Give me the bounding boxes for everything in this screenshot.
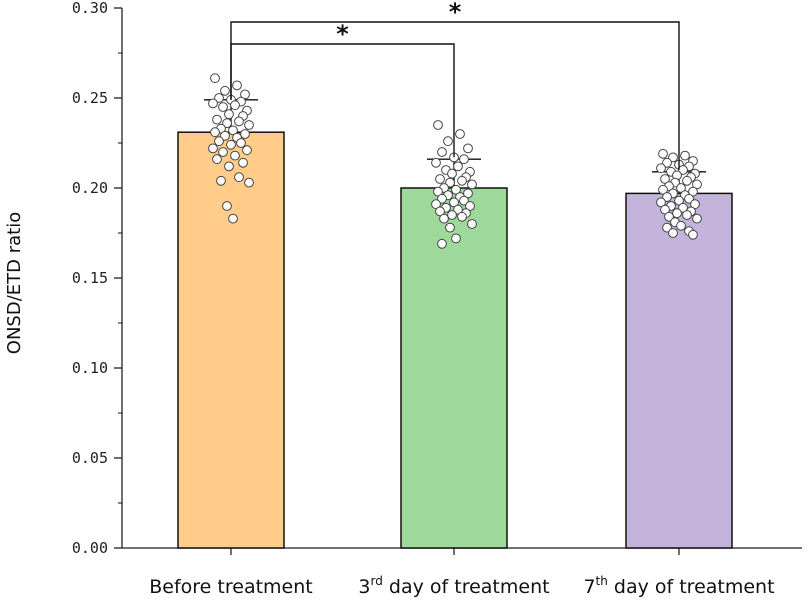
data-point xyxy=(214,136,224,147)
data-point xyxy=(242,145,252,156)
data-point xyxy=(439,213,449,224)
data-point xyxy=(230,150,240,161)
data-point xyxy=(220,130,230,141)
data-points-group xyxy=(208,73,702,249)
y-tick-label: 0.10 xyxy=(72,359,108,377)
data-point xyxy=(668,152,678,163)
y-axis-label: ONSD/ETD ratio xyxy=(4,212,25,354)
data-point xyxy=(218,147,228,157)
data-point xyxy=(228,213,238,224)
bar xyxy=(177,131,285,549)
y-tick-label: 0.20 xyxy=(72,179,108,197)
data-point xyxy=(445,222,455,233)
data-point xyxy=(437,238,447,249)
data-point xyxy=(232,80,242,91)
significance-star: * xyxy=(336,20,349,48)
data-point xyxy=(208,143,218,154)
data-point xyxy=(236,138,246,148)
data-point xyxy=(684,193,694,204)
data-point xyxy=(224,161,234,172)
data-point xyxy=(220,85,230,96)
data-point xyxy=(443,136,453,147)
bar xyxy=(625,192,733,549)
data-point xyxy=(688,229,698,240)
data-point xyxy=(234,172,244,183)
data-point xyxy=(445,177,455,188)
x-axis: Before treatment 3rd day of treatment 7th … xyxy=(122,547,802,598)
data-point xyxy=(210,127,220,138)
data-point xyxy=(656,163,666,174)
data-point xyxy=(680,150,690,161)
data-point xyxy=(437,147,447,157)
data-point xyxy=(453,161,463,172)
data-point xyxy=(216,175,226,186)
y-tick-label: 0.30 xyxy=(72,0,108,17)
data-point xyxy=(451,233,461,244)
data-point xyxy=(238,157,248,168)
significance-star: * xyxy=(449,0,462,26)
data-point xyxy=(668,228,678,238)
data-point xyxy=(222,118,232,129)
data-point xyxy=(222,201,232,211)
data-point xyxy=(214,93,224,103)
data-point xyxy=(672,208,682,219)
data-point xyxy=(230,100,240,111)
data-point xyxy=(431,157,441,168)
x-tick-label: 7th day of treatment xyxy=(583,574,774,598)
y-tick-label: 0.15 xyxy=(72,269,108,287)
data-point xyxy=(692,213,702,224)
data-point xyxy=(662,157,672,168)
significance-brackets: ** xyxy=(230,0,680,170)
y-tick-label: 0.05 xyxy=(72,449,108,467)
data-point xyxy=(212,114,222,125)
bars-group xyxy=(177,131,733,549)
data-point xyxy=(662,192,672,202)
data-point xyxy=(664,211,674,222)
data-point xyxy=(234,116,244,127)
data-point xyxy=(433,120,443,130)
data-point xyxy=(459,195,469,206)
data-point xyxy=(455,129,465,139)
y-axis: 0.00 0.05 0.10 0.15 0.20 0.25 0.30 xyxy=(72,0,123,557)
data-point xyxy=(447,168,457,179)
data-point xyxy=(682,210,692,220)
data-point xyxy=(437,193,447,204)
data-point xyxy=(212,154,222,165)
data-point xyxy=(467,219,477,229)
data-point xyxy=(678,165,688,175)
data-point xyxy=(658,148,668,159)
data-point xyxy=(447,210,457,220)
data-point xyxy=(682,175,692,186)
data-point xyxy=(244,177,254,188)
data-point xyxy=(218,102,228,112)
y-tick-label: 0.25 xyxy=(72,89,108,107)
data-point xyxy=(435,174,445,184)
data-point xyxy=(224,109,234,120)
y-tick-label: 0.00 xyxy=(72,539,108,557)
significance-bracket xyxy=(230,21,680,170)
x-tick-label: Before treatment xyxy=(149,576,312,598)
data-point xyxy=(244,120,254,130)
data-point xyxy=(457,211,467,222)
data-point xyxy=(208,98,218,109)
data-point xyxy=(457,175,467,186)
x-tick-label: 3rd day of treatment xyxy=(358,574,549,598)
data-point xyxy=(662,222,672,233)
data-point xyxy=(467,179,477,190)
data-point xyxy=(226,139,236,150)
data-point xyxy=(210,73,220,84)
data-point xyxy=(240,129,250,139)
data-point xyxy=(676,220,686,231)
data-point xyxy=(459,154,469,165)
data-point xyxy=(463,143,473,154)
